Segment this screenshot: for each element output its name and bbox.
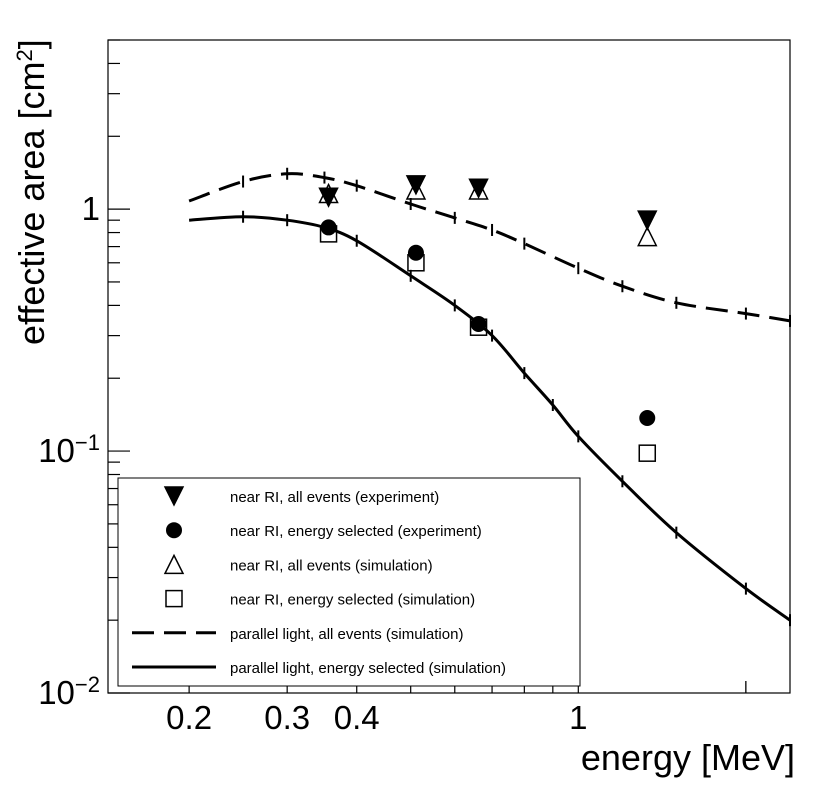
data-point-square-open: [319, 225, 338, 243]
y-tick-label: 1: [82, 190, 100, 227]
x-tick-label: 0.4: [334, 699, 380, 736]
data-point-triangle-down-filled: [637, 210, 658, 231]
y-tick-label-exp: −2: [75, 672, 100, 697]
data-markers: [318, 175, 658, 462]
y-axis-label-sup: 2: [12, 49, 37, 61]
y-axis-label-main: effective area [cm: [11, 62, 52, 345]
data-point-square-open: [469, 318, 488, 336]
x-tick-label: 1: [569, 699, 587, 736]
x-tick-label: 0.2: [166, 699, 212, 736]
legend-label: near RI, energy selected (experiment): [230, 523, 482, 540]
data-point-circle-filled: [320, 219, 337, 236]
legend-label: near RI, all events (experiment): [230, 489, 439, 506]
x-tick-label: 0.3: [264, 699, 310, 736]
data-point-circle-filled: [639, 409, 656, 426]
data-point-triangle-down-filled: [405, 175, 427, 196]
legend-symbol: [166, 522, 182, 539]
data-point-triangle-down-filled: [468, 178, 489, 199]
y-tick-label-base: 10: [38, 432, 75, 469]
data-point-triangle-up-open: [318, 182, 339, 204]
data-point-circle-filled: [407, 244, 424, 261]
legend: near RI, all events (experiment) near RI,…: [117, 477, 581, 687]
legend-label: parallel light, energy selected (simulat…: [230, 660, 506, 677]
data-point-square-open: [407, 254, 425, 272]
plot-frame-border: [107, 39, 791, 694]
legend-label: near RI, all events (simulation): [230, 557, 433, 574]
legend-symbol: [163, 486, 185, 507]
plot-frame: [107, 39, 791, 694]
tick-labels: 0.2 0.3 0.4 110−210−11: [38, 190, 587, 736]
y-tick-label-base: 10: [38, 674, 75, 711]
y-axis-label: effective area [cm2]: [11, 39, 52, 345]
legend-label: near RI, energy selected (simulation): [230, 592, 475, 609]
data-point-triangle-up-open: [405, 179, 427, 200]
legend-box: [117, 477, 581, 687]
data-point-square-open: [638, 444, 657, 462]
y-tick-label: 10−1: [38, 430, 100, 470]
legend-symbol: [163, 553, 185, 575]
y-tick-label: 10−2: [38, 672, 100, 712]
y-tick-label-base: 1: [82, 190, 100, 227]
data-point-triangle-up-open: [468, 179, 489, 200]
curve-parallel-all-events: [188, 172, 791, 323]
legend-label: parallel light, all events (simulation): [230, 626, 463, 643]
y-axis-label-end: ]: [11, 39, 52, 49]
data-point-triangle-up-open: [637, 225, 658, 247]
legend-symbol: [165, 589, 183, 608]
x-axis-label: energy [MeV]: [581, 737, 795, 778]
curves: [188, 167, 791, 627]
data-point-circle-filled: [470, 316, 487, 333]
y-tick-label-exp: −1: [75, 430, 100, 455]
